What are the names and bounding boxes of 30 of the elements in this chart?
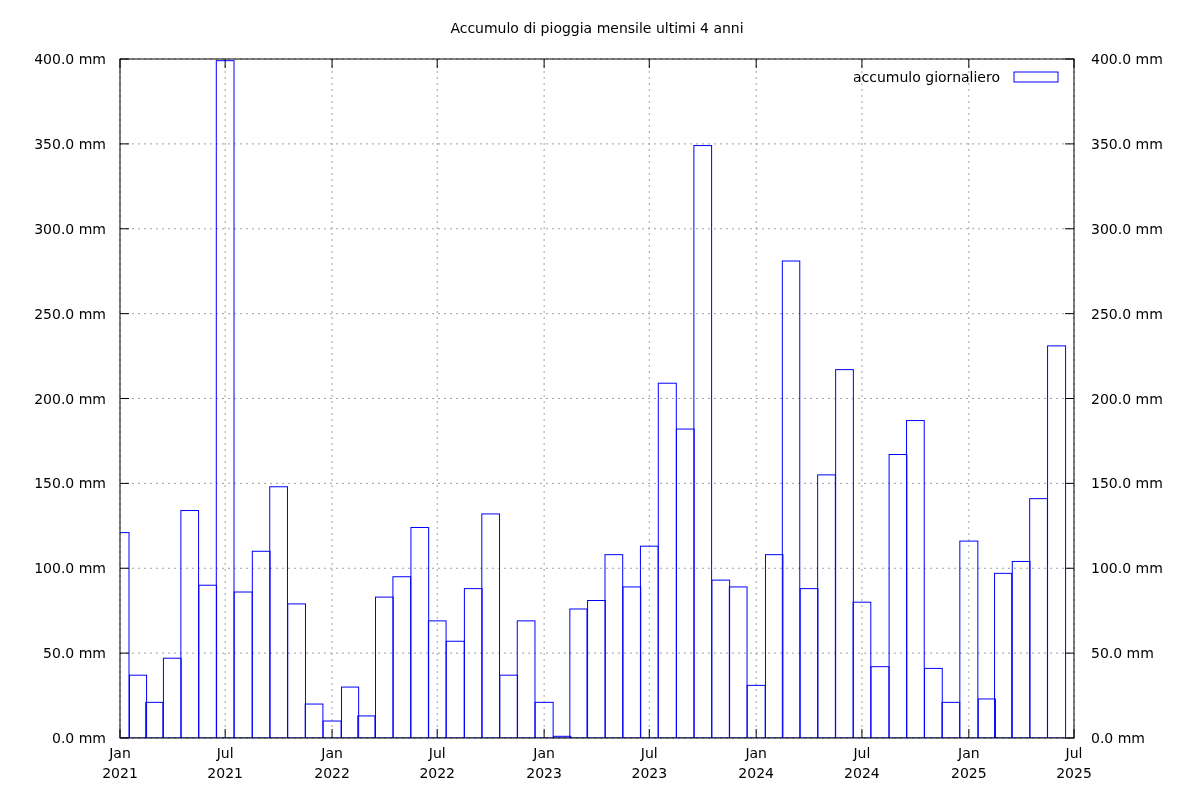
y2-tick-label: 250.0 mm xyxy=(1091,305,1163,322)
y-tick-label: 0.0 mm xyxy=(52,730,106,746)
x-tick-label: Jul 2025 xyxy=(1056,745,1092,781)
x-tick-label: Jan 2021 xyxy=(102,745,138,781)
y2-tick-label: 50.0 mm xyxy=(1091,645,1154,662)
y-tick-label: 350.0 mm xyxy=(34,135,106,152)
y2-tick-label: 0.0 mm xyxy=(1091,730,1145,746)
y2-tick-label: 200.0 mm xyxy=(1091,390,1163,407)
x-tick-label: Jul 2024 xyxy=(844,745,880,781)
y2-tick-label: 300.0 mm xyxy=(1091,220,1163,237)
y-tick-label: 50.0 mm xyxy=(43,645,106,662)
y2-tick-label: 350.0 mm xyxy=(1091,135,1163,152)
y2-tick-label: 100.0 mm xyxy=(1091,560,1163,577)
x-tick-label: Jul 2021 xyxy=(207,745,243,781)
y-tick-label: 100.0 mm xyxy=(34,560,106,577)
y-tick-label: 250.0 mm xyxy=(34,305,106,322)
y-tick-label: 200.0 mm xyxy=(34,390,106,407)
x-tick-label: Jul 2022 xyxy=(419,745,456,781)
y2-tick-label: 400.0 mm xyxy=(1091,51,1163,67)
y2-tick-label: 150.0 mm xyxy=(1091,475,1163,492)
y-tick-label: 400.0 mm xyxy=(34,51,106,67)
x-tick-label: Jan 2022 xyxy=(314,745,350,781)
chart-title: Accumulo di pioggia mensile ultimi 4 anni xyxy=(450,20,744,36)
legend-label: accumulo giornaliero xyxy=(853,69,1000,85)
y-tick-label: 150.0 mm xyxy=(34,475,106,492)
x-tick-label: Jan 2023 xyxy=(526,745,562,781)
x-tick-label: Jan 2024 xyxy=(738,745,775,781)
x-tick-label: Jul 2023 xyxy=(631,745,668,781)
x-tick-label: Jan 2025 xyxy=(951,745,987,781)
y-tick-label: 300.0 mm xyxy=(34,220,106,237)
